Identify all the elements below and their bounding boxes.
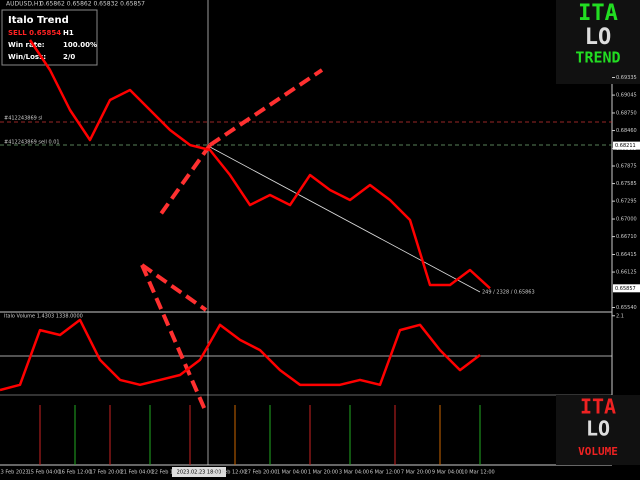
y-tick-label: 0.68460 — [616, 128, 637, 134]
ohlc: 0.65862 0.65862 0.65832 0.65857 — [40, 1, 145, 8]
y-tick-label: 0.67295 — [616, 199, 637, 205]
logo-text: ITA — [580, 395, 616, 419]
time-label: 22 Feb 12:00 — [152, 470, 185, 476]
trend-line — [209, 146, 481, 293]
series-line — [28, 39, 491, 290]
row-value: 100.00% — [63, 41, 97, 49]
price-mark-box — [613, 284, 640, 293]
price-mark-box — [613, 141, 640, 150]
logo-box — [556, 395, 640, 465]
dash-arrow — [140, 264, 207, 411]
y-tick-label: 0.65540 — [616, 305, 637, 311]
y-tick-label: 0.67585 — [616, 181, 637, 187]
row-label: Win rate: — [8, 41, 45, 49]
time-highlight — [172, 467, 226, 477]
logo-text: LO — [586, 417, 610, 441]
dash-arrow — [208, 68, 324, 147]
y-tick-label: 0.67875 — [616, 164, 637, 170]
signal-bars — [39, 405, 481, 465]
time-label: 3 Mar 04:00 — [339, 470, 369, 476]
y-tick-label: 2.1 — [616, 313, 624, 319]
cursor-info: 249 / 2328 / 0.65863 — [482, 290, 535, 296]
time-label: 2023.02.23 18:00 — [177, 470, 222, 476]
logo-box — [556, 0, 640, 84]
y-tick-label: 0.66415 — [616, 252, 637, 258]
annotations — [140, 68, 324, 411]
dash-arrow — [156, 143, 212, 220]
signal: SELL 0.65854 — [8, 29, 61, 37]
time-label: 24 Feb 12:00 — [214, 470, 247, 476]
y-tick-label: 0.68750 — [616, 110, 637, 116]
indicator-title: Italo Volume 1.4303 1338.0000 — [4, 314, 83, 320]
time-label: 1 Mar 04:00 — [277, 470, 307, 476]
time-label: 9 Mar 04:00 — [432, 470, 462, 476]
logo-text: VOLUME — [578, 445, 618, 458]
time-label: 15 Feb 04:00 — [28, 470, 61, 476]
logo-text: TREND — [575, 49, 620, 67]
y-tick-label: 0.66710 — [616, 234, 637, 240]
time-label: 1 Mar 20:00 — [308, 470, 338, 476]
time-label: 16 Feb 12:00 — [59, 470, 92, 476]
time-label: 6 Mar 12:00 — [370, 470, 400, 476]
row-label: Win/Loss: — [8, 53, 46, 61]
time-label: 17 Feb 20:00 — [90, 470, 123, 476]
logo-text: LO — [585, 25, 612, 50]
order-label: #412243869 sl — [4, 116, 42, 122]
symbol: AUDUSD,H1 — [6, 1, 42, 8]
timeframe: H1 — [63, 29, 74, 37]
y-tick-label: 0.67000 — [616, 217, 637, 223]
price-mark-label: 0.65857 — [615, 286, 636, 292]
y-tick-label: 0.66125 — [616, 270, 637, 276]
series-line — [0, 318, 481, 392]
y-tick-label: 0.69335 — [616, 75, 637, 81]
logo-text: ITA — [578, 1, 618, 26]
price-mark-label: 0.68211 — [615, 143, 636, 149]
logo-trend: ITA LO TREND — [556, 0, 640, 84]
y-tick-label: 0.69045 — [616, 93, 637, 99]
time-label: 21 Feb 04:00 — [121, 470, 154, 476]
time-label: 27 Feb 20:00 — [245, 470, 278, 476]
panel-title: Italo Trend — [8, 15, 69, 26]
time-label: 10 Mar 12:00 — [461, 470, 494, 476]
info-panel: Italo Trend SELL 0.65854 H1 Win rate: 10… — [1, 9, 98, 66]
panel-box — [1, 9, 98, 66]
row-value: 2/0 — [63, 53, 75, 61]
dash-arrow — [140, 263, 208, 312]
time-label: 7 Mar 20:00 — [401, 470, 431, 476]
time-label: 13 Feb 2023 — [0, 470, 29, 476]
order-label: #412243869 sell 0.01 — [4, 140, 60, 146]
logo-volume: ITA LO VOLUME — [556, 395, 640, 465]
